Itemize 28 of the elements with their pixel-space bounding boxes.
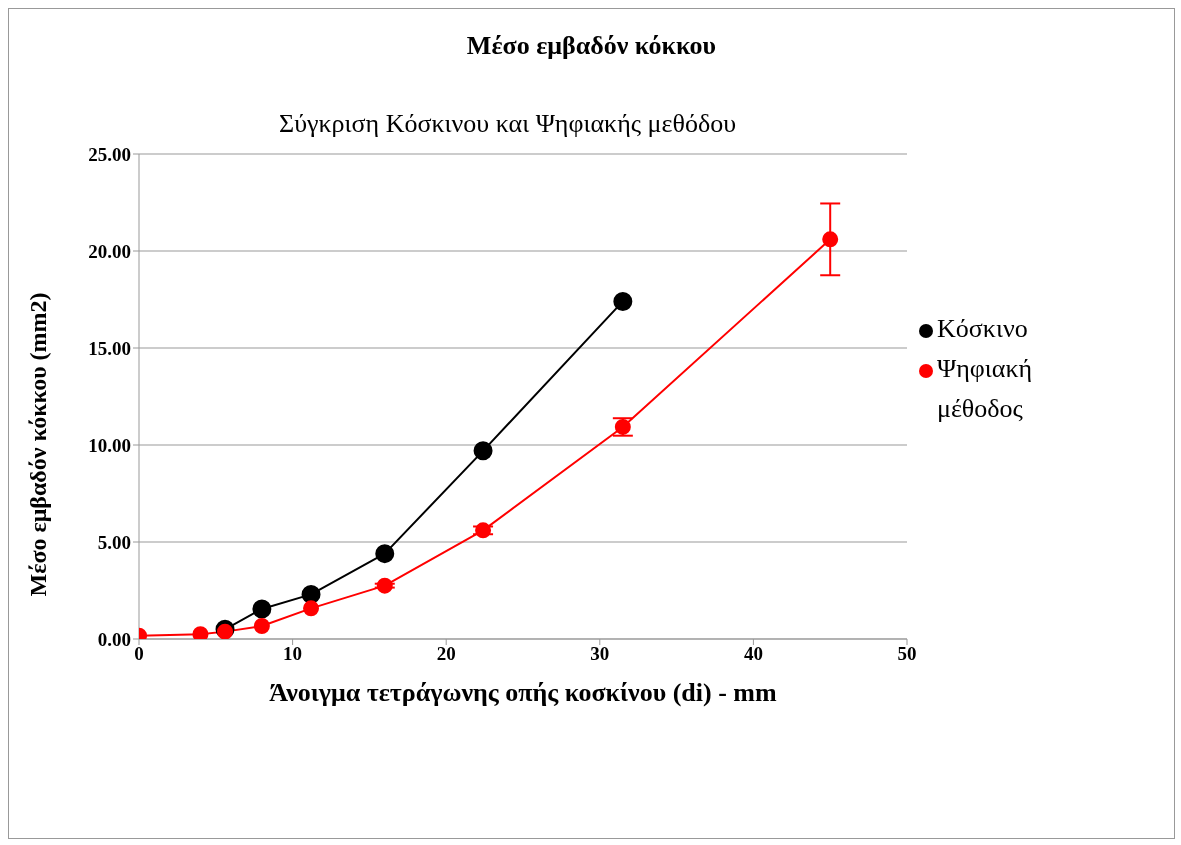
y-tick-label: 25.00 xyxy=(88,143,131,165)
point xyxy=(375,544,395,564)
point xyxy=(252,599,272,619)
chart-title: Μέσο εμβαδόν κόκκου xyxy=(465,31,718,61)
x-tick-label: 50 xyxy=(897,643,917,665)
y-tick-label: 20.00 xyxy=(88,240,131,262)
y-tick-label: 10.00 xyxy=(88,434,131,456)
point xyxy=(253,618,270,634)
x-tick-label: 30 xyxy=(590,643,610,665)
point xyxy=(303,600,320,617)
y-tick-label: 15.00 xyxy=(88,337,131,359)
point xyxy=(376,577,393,594)
point xyxy=(192,626,209,639)
chart-subtitle: Σύγκριση Κόσκινου και Ψηφιακής μεθόδου xyxy=(279,109,737,139)
legend-label: Κόσκινο xyxy=(937,313,1029,345)
x-tick-label: 40 xyxy=(743,643,763,665)
point xyxy=(822,231,839,248)
x-tick-label: 10 xyxy=(283,643,303,665)
point xyxy=(613,291,633,311)
point xyxy=(473,441,493,461)
point xyxy=(301,584,321,604)
y-axis-title: Μέσο εμβαδόν κόκκου (mm2) xyxy=(24,292,51,597)
x-tick-label: 0 xyxy=(134,643,144,665)
y-tick-label: 5.00 xyxy=(97,531,131,553)
x-tick-label: 20 xyxy=(436,643,456,665)
y-tick-label: 0.00 xyxy=(97,628,131,650)
legend-label: Ψηφιακή μέθοδος xyxy=(937,353,1034,425)
x-axis-title: Άνοιγμα τετράγωνης οπής κοσκίνου (di) - mm xyxy=(269,678,778,707)
